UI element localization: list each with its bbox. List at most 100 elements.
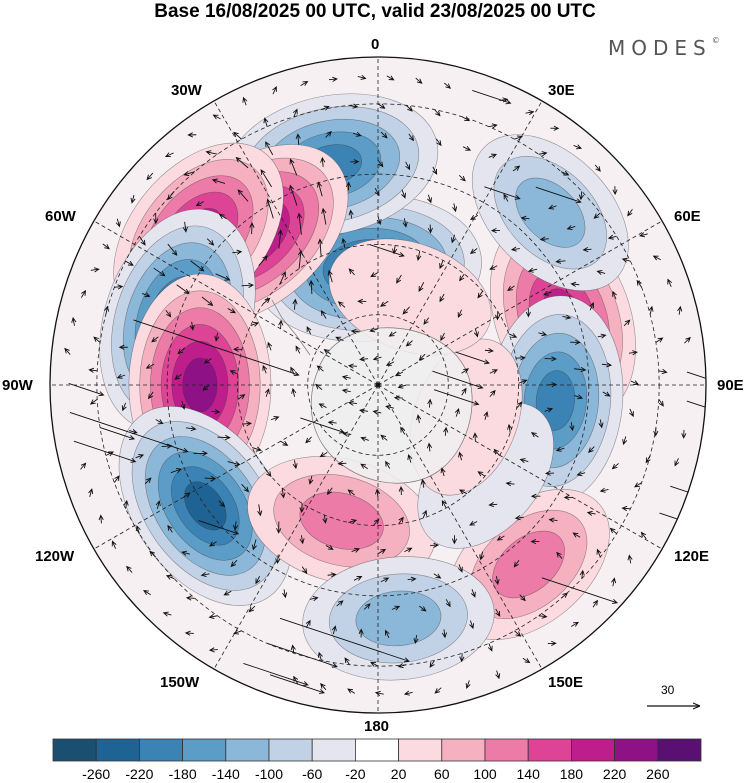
wind-arrow-187	[275, 554, 281, 565]
colorbar-tick-label: -220	[125, 766, 154, 782]
wind-arrow-118	[317, 238, 323, 257]
wind-arrow-85	[348, 268, 355, 276]
wind-arrow-127	[507, 285, 515, 292]
wind-arrow-388	[652, 255, 661, 261]
wind-arrow-142	[351, 547, 361, 553]
anomaly-contour-9-4	[535, 370, 575, 431]
wind-arrow-323	[578, 191, 584, 201]
wind-arrow-65	[483, 411, 489, 420]
wind-arrow-235	[309, 596, 319, 602]
wind-arrow-328	[648, 305, 654, 315]
wind-arrow-405	[495, 670, 501, 680]
wind-arrow-258	[408, 133, 415, 142]
wind-arrow-353	[185, 595, 195, 601]
wind-arrow-352	[208, 613, 218, 619]
wind-arrow-141	[377, 548, 387, 555]
wind-arrow-25	[327, 420, 337, 426]
wind-arrow-334	[633, 482, 642, 488]
wind-arrow-94	[518, 379, 528, 385]
parallel-circle	[237, 244, 519, 526]
wind-arrow-178	[496, 535, 505, 541]
wind-arrow-307	[195, 201, 204, 207]
wind-arrow-88	[439, 260, 444, 270]
wind-arrow-310	[265, 141, 274, 156]
wind-arrow-419	[126, 565, 133, 573]
wind-arrow-155	[241, 282, 255, 288]
wind-arrow-18	[433, 389, 480, 406]
wind-arrow-145	[276, 521, 282, 534]
wind-arrow-77	[270, 416, 280, 421]
wind-arrow-308	[211, 178, 226, 184]
wind-arrow-395	[674, 458, 680, 467]
wind-arrow-276	[586, 510, 596, 516]
wind-arrow-430	[90, 267, 100, 273]
wind-arrow-161	[401, 189, 406, 199]
wind-arrow-42	[407, 454, 413, 463]
wind-arrow-150	[211, 409, 221, 415]
wind-arrow-329	[655, 337, 664, 343]
wind-arrow-214	[539, 236, 549, 242]
wind-arrow-81	[278, 319, 284, 329]
colorbar-tick-label: 260	[646, 766, 670, 782]
wind-arrow-153	[214, 332, 220, 342]
wind-arrow-338	[579, 569, 585, 579]
wind-arrow-256	[320, 156, 326, 167]
wind-arrow-290	[248, 605, 256, 613]
wind-arrow-112	[229, 370, 239, 375]
wind-arrow-9	[341, 388, 351, 394]
colorbar-tick-label: 220	[602, 766, 627, 782]
wind-arrow-129	[538, 331, 548, 337]
wind-arrow-247	[151, 336, 159, 343]
brand-logo: MODES©	[608, 36, 720, 60]
wind-arrow-2	[394, 371, 404, 377]
wind-arrow-261	[488, 153, 498, 159]
wind-arrow-267	[596, 269, 606, 275]
wind-arrow-233	[363, 603, 371, 610]
wind-arrow-282	[469, 620, 475, 630]
lon-label-120e: 120E	[674, 548, 710, 565]
wind-arrow-193	[185, 425, 197, 432]
wind-arrow-72	[347, 489, 355, 496]
meridian-line	[377, 220, 663, 386]
wind-arrow-109	[251, 446, 262, 452]
wind-arrow-32	[379, 300, 389, 307]
wind-arrow-80	[267, 341, 273, 351]
wind-arrow-370	[183, 171, 195, 177]
wind-arrow-208	[405, 161, 411, 171]
wind-arrow-417	[162, 611, 172, 617]
wind-arrow-434	[146, 172, 154, 181]
wind-arrow-47	[305, 436, 312, 444]
wind-arrow-257	[350, 159, 360, 165]
wind-arrow-385	[612, 186, 618, 196]
wind-arrow-291	[223, 590, 232, 596]
wind-arrow-221	[598, 419, 604, 429]
wind-arrow-15	[405, 340, 413, 347]
wind-arrow-442	[357, 74, 367, 80]
wind-arrow-8	[347, 400, 357, 406]
wind-arrow-408	[403, 690, 413, 696]
wind-arrow-387	[639, 232, 648, 238]
wind-arrow-225	[548, 517, 558, 523]
wind-arrow-111	[237, 393, 246, 400]
wind-arrow-433	[130, 194, 136, 204]
wind-arrow-300	[116, 373, 126, 379]
wind-arrow-125	[469, 248, 478, 255]
anomaly-contour-11-2	[492, 530, 565, 599]
wind-arrow-174	[555, 446, 565, 452]
wind-arrow-203	[289, 184, 298, 206]
wind-arrow-63	[489, 369, 498, 374]
wind-arrow-391	[684, 336, 691, 344]
lon-label-180: 180	[364, 718, 390, 735]
colorbar-tick-label: -60	[302, 766, 323, 782]
wind-arrow-159	[321, 207, 327, 225]
wind-arrow-313	[353, 131, 362, 137]
colorbar-tick-label: 20	[390, 766, 407, 782]
wind-arrow-425	[69, 412, 189, 453]
map-disc	[50, 57, 706, 713]
wind-arrow-443	[386, 75, 395, 81]
wind-arrow-52	[306, 326, 312, 335]
meridian-line	[93, 384, 379, 550]
wind-arrow-199	[215, 273, 231, 281]
wind-arrow-12	[359, 356, 369, 362]
wind-arrow-422	[88, 488, 94, 498]
